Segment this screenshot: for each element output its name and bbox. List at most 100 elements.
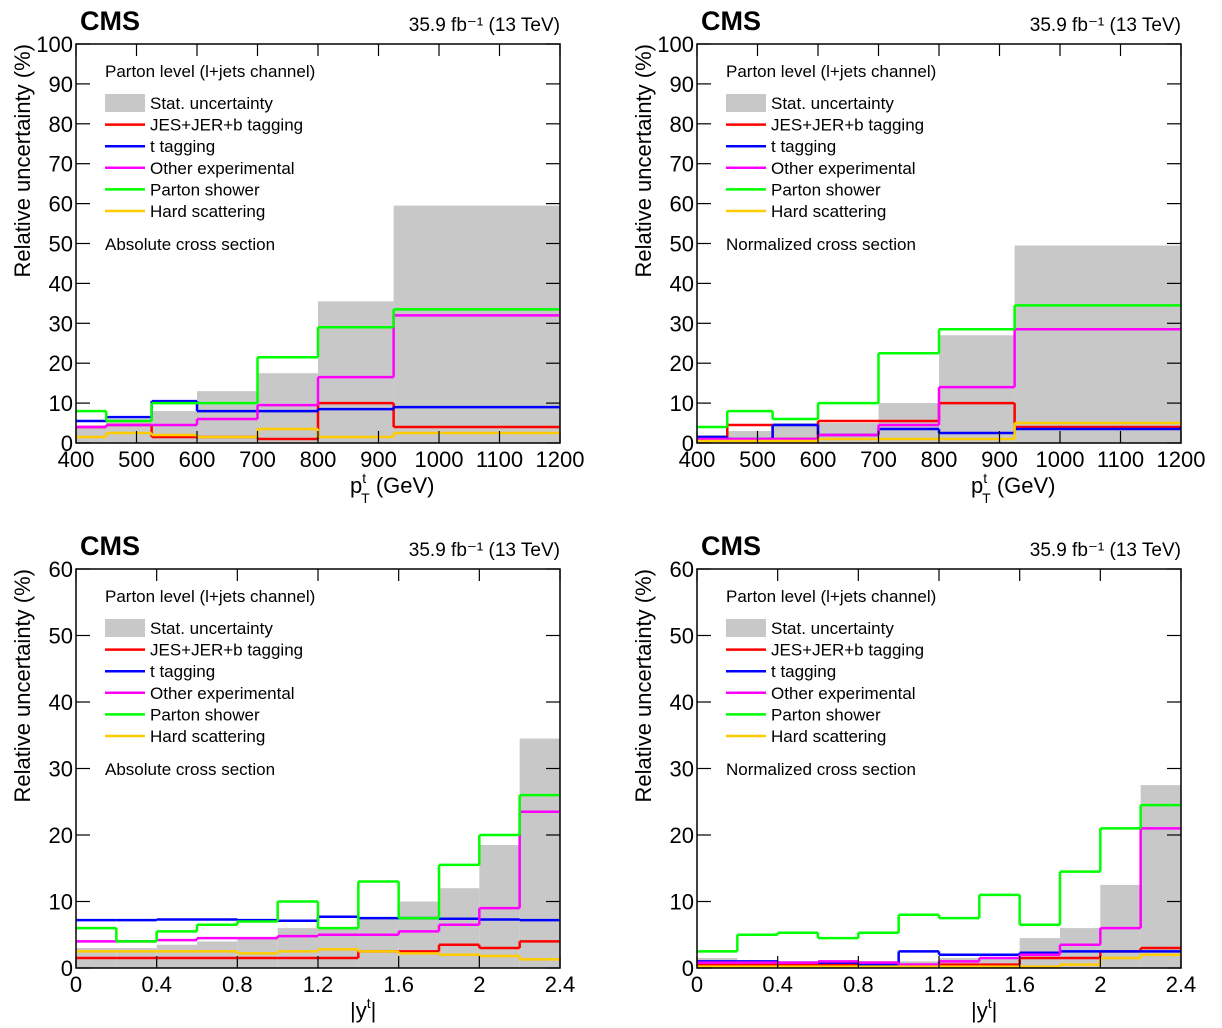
y-tick-label: 60 [49, 557, 73, 582]
stat-bar [76, 427, 107, 443]
y-tick-label: 10 [670, 890, 694, 915]
stat-bar [727, 431, 773, 443]
y-tick-label: 40 [49, 271, 73, 296]
x-tick-label: 1100 [1097, 447, 1144, 472]
x-axis-label-part: |y [350, 998, 367, 1023]
x-axis-label-part: T [982, 490, 991, 506]
legend-label: Other experimental [150, 159, 295, 178]
legend-label: Stat. uncertainty [150, 619, 273, 638]
legend-label: Hard scattering [150, 727, 265, 746]
stat-bar [398, 901, 439, 968]
stat-bar [939, 958, 980, 968]
legend-label: Stat. uncertainty [771, 94, 894, 113]
y-tick-label: 70 [49, 152, 73, 177]
x-tick-label: 1100 [476, 447, 523, 472]
x-tick-label: 1.2 [303, 972, 334, 997]
legend-swatch [105, 94, 145, 112]
stat-bar [393, 205, 560, 443]
panel: 0 10 20 30 40 50 60 0 0.4 0.8 1.2 1.6 2 2.4 CMS 35.9 fb… [631, 531, 1196, 1023]
annotation: Parton level (l+jets channel) [105, 62, 315, 81]
x-tick-label: 500 [739, 447, 776, 472]
legend-label: Other experimental [150, 684, 295, 703]
x-axis-label-part: t [362, 470, 366, 486]
lumi-label: 35.9 fb⁻¹ (13 TeV) [409, 540, 560, 561]
y-tick-label: 0 [682, 431, 694, 456]
x-tick-label: 600 [800, 447, 837, 472]
x-axis-label-part: t [367, 995, 371, 1011]
x-tick-label: 0 [691, 972, 703, 997]
x-axis-label: |yt| [350, 995, 376, 1023]
legend-swatch [105, 619, 145, 637]
x-tick-label: 800 [921, 447, 958, 472]
y-axis-label: Relative uncertainty (%) [10, 44, 35, 278]
stat-bar [1100, 884, 1141, 968]
y-tick-label: 60 [670, 557, 694, 582]
x-tick-label: 2.4 [545, 972, 576, 997]
stat-bar [1014, 245, 1181, 443]
x-tick-label: 1.6 [383, 972, 414, 997]
annotation: Parton level (l+jets channel) [726, 587, 936, 606]
panel: 0 10 20 30 40 50 60 70 80 90 100 400 500 600 700 800 900… [10, 6, 584, 506]
legend-label: Parton shower [150, 180, 260, 199]
lumi-label: 35.9 fb⁻¹ (13 TeV) [1030, 540, 1181, 561]
annotation: Absolute cross section [105, 760, 275, 779]
stat-bar [519, 738, 560, 968]
y-tick-label: 50 [670, 232, 694, 257]
legend-label: t tagging [771, 662, 836, 681]
panel: 0 10 20 30 40 50 60 70 80 90 100 400 500 600 700 800 900… [631, 6, 1205, 506]
y-tick-label: 50 [670, 624, 694, 649]
x-axis-label-part: (GeV) [370, 473, 435, 498]
y-tick-label: 60 [670, 192, 694, 217]
x-tick-label: 1000 [415, 447, 464, 472]
experiment-label: CMS [80, 531, 140, 561]
x-tick-label: 2 [1094, 972, 1106, 997]
stat-bar [318, 301, 394, 443]
x-tick-label: 500 [118, 447, 155, 472]
stat-bar [156, 944, 197, 968]
legend-label: Parton shower [150, 705, 260, 724]
legend-label: Parton shower [771, 705, 881, 724]
legend-label: t tagging [771, 137, 836, 156]
legend-label: t tagging [150, 137, 215, 156]
legend-label: JES+JER+b tagging [771, 116, 924, 135]
annotation: Absolute cross section [105, 235, 275, 254]
stat-bar [479, 844, 520, 968]
stat-bar [106, 419, 152, 443]
y-tick-label: 20 [670, 351, 694, 376]
legend-swatch [726, 94, 766, 112]
legend-label: Hard scattering [150, 202, 265, 221]
x-tick-label: 400 [58, 447, 95, 472]
x-tick-label: 600 [179, 447, 216, 472]
stat-bar [1060, 928, 1101, 968]
legend-label: JES+JER+b tagging [771, 641, 924, 660]
x-tick-label: 0.4 [141, 972, 172, 997]
legend-label: Hard scattering [771, 202, 886, 221]
x-axis-label: pt T (GeV) [971, 470, 1056, 506]
y-tick-label: 50 [49, 232, 73, 257]
y-tick-label: 20 [49, 351, 73, 376]
y-axis-label: Relative uncertainty (%) [631, 569, 656, 803]
x-tick-label: 700 [860, 447, 897, 472]
stat-bar [878, 403, 939, 443]
y-tick-label: 20 [49, 823, 73, 848]
y-tick-label: 80 [49, 112, 73, 137]
legend-swatch [726, 619, 766, 637]
y-tick-label: 10 [49, 391, 73, 416]
x-axis-label-part: |y [971, 998, 988, 1023]
stat-bar [439, 888, 480, 968]
y-axis-label: Relative uncertainty (%) [10, 569, 35, 803]
legend-label: t tagging [150, 662, 215, 681]
y-tick-label: 40 [49, 690, 73, 715]
x-tick-label: 1000 [1036, 447, 1085, 472]
x-axis-label-part: | [992, 998, 998, 1023]
y-tick-label: 30 [49, 311, 73, 336]
stat-bar [939, 335, 1015, 443]
x-tick-label: 0 [70, 972, 82, 997]
x-tick-label: 900 [360, 447, 397, 472]
x-tick-label: 2.4 [1166, 972, 1197, 997]
y-tick-label: 50 [49, 624, 73, 649]
stat-bar [358, 918, 399, 968]
y-tick-label: 30 [49, 757, 73, 782]
annotation: Parton level (l+jets channel) [726, 62, 936, 81]
annotation: Normalized cross section [726, 760, 916, 779]
